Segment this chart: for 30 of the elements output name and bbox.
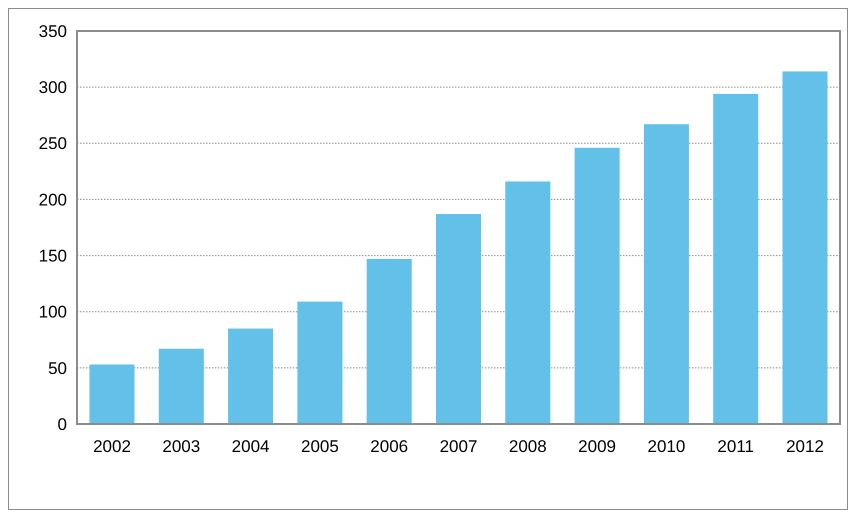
bar [782, 71, 828, 424]
y-tick-label: 100 [38, 302, 67, 322]
x-tick-label: 2007 [440, 437, 478, 456]
x-tick-label: 2009 [578, 437, 616, 456]
y-tick-label: 0 [58, 414, 67, 434]
x-tick-label: 2008 [508, 437, 547, 456]
bar [228, 328, 274, 424]
bar [366, 258, 412, 424]
y-tick-label: 200 [38, 190, 67, 210]
x-tick-label: 2011 [717, 437, 754, 456]
x-tick-label: 2003 [162, 437, 200, 456]
y-tick-label: 250 [38, 134, 67, 154]
y-tick-label: 50 [48, 358, 67, 378]
x-tick-label: 2006 [370, 437, 408, 456]
x-tick-label: 2012 [786, 437, 824, 456]
y-tick-label: 150 [38, 246, 67, 266]
x-tick-label: 2004 [232, 437, 270, 456]
bar [297, 302, 342, 424]
x-tick-label: 2002 [93, 437, 131, 456]
bar [713, 94, 758, 424]
bar [644, 124, 689, 424]
y-tick-label: 300 [38, 78, 67, 98]
bar [158, 348, 204, 424]
bar [89, 364, 135, 424]
bar [505, 181, 550, 424]
x-tick-label: 2010 [647, 437, 686, 456]
bar [574, 148, 620, 424]
x-tick-label: 2005 [300, 437, 339, 456]
bar [436, 214, 482, 424]
y-tick-label: 350 [38, 22, 67, 41]
